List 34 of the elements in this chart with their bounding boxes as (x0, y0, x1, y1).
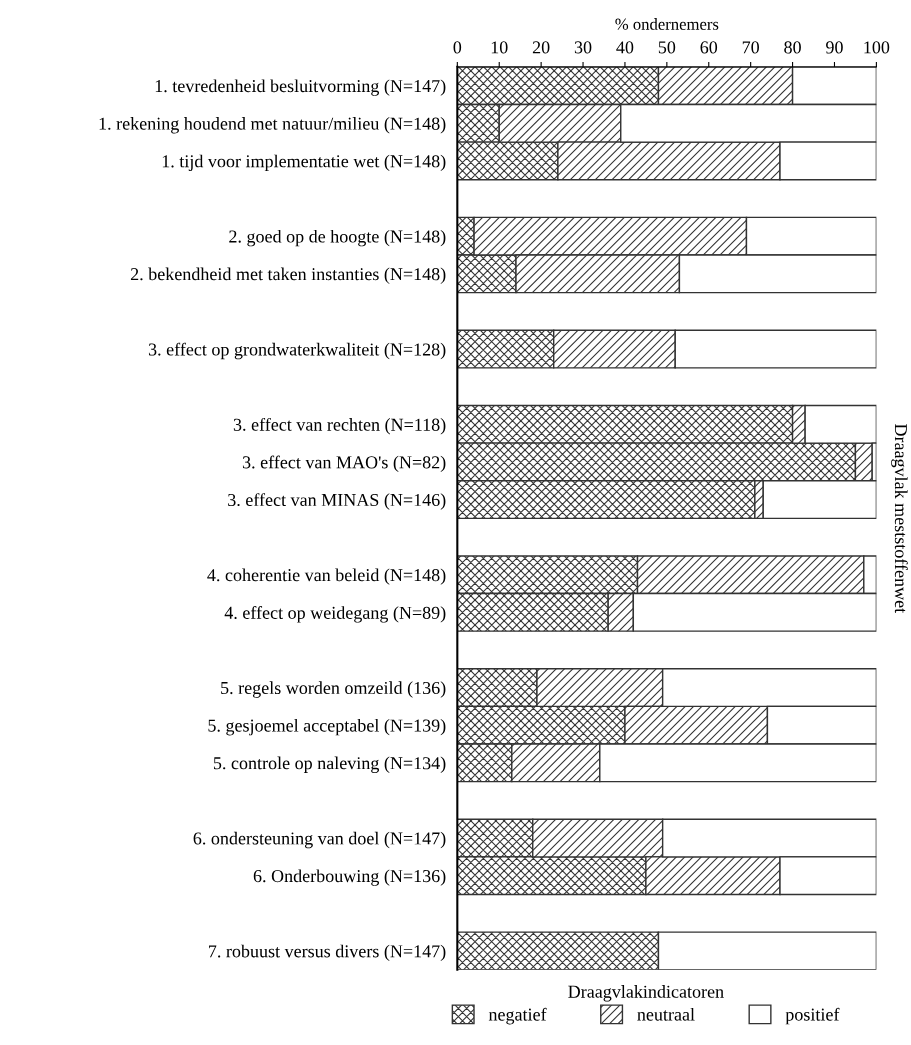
y-tick-label: 2. goed op de hoogte (N=148) (229, 229, 446, 247)
x-tick-label: 20 (532, 41, 550, 54)
legend-label: neutraal (637, 1007, 695, 1021)
y-tick-label: 5. regels worden omzeild (136) (221, 681, 446, 698)
y-tick-label: 3. effect van MAO's (N=82) (242, 455, 446, 473)
x-axis-title: % ondernemers (615, 18, 719, 30)
x-tick-label: 100 (864, 41, 890, 54)
x-tick-label: 30 (574, 41, 592, 54)
x-tick-label: 60 (700, 41, 718, 54)
x-tick-label: 40 (616, 41, 634, 54)
y-tick-label: 5. controle op naleving (N=134) (213, 756, 446, 774)
y-tick-label: 1. rekening houdend met natuur/milieu (N=148) (99, 117, 446, 134)
x-tick-label: 90 (826, 41, 843, 54)
y-tick-label: 4. coherentie van beleid (N=148) (207, 568, 446, 585)
y-tick-label: 2. bekendheid met taken instanties (N=148) (130, 267, 446, 284)
y-tick-label: 1. tevredenheid besluitvorming (N=147) (155, 79, 446, 96)
x-tick-label: 0 (453, 41, 462, 54)
y-tick-label: 3. effect van rechten (N=118) (233, 417, 446, 435)
y-tick-label: 6. Onderbouwing (N=136) (253, 869, 446, 886)
y-tick-label: 6. ondersteuning van doel (N=147) (193, 831, 446, 849)
x-tick-label: 50 (658, 41, 676, 54)
x-tick-label: 10 (491, 41, 508, 54)
y-tick-label: 4. effect op weidegang (N=89) (224, 606, 446, 623)
y-tick-label: 3. effect van MINAS (N=146) (228, 493, 446, 510)
legend-label: positief (785, 1007, 840, 1025)
legend-title: Draagvlakindicatoren (568, 985, 724, 1002)
x-tick-label: 80 (784, 41, 801, 54)
y2-axis-title: Draagvlak meststoffenwet (891, 423, 908, 614)
y-tick-label: 7. robuust versus divers (N=147) (209, 944, 446, 962)
x-tick-label: 70 (742, 41, 759, 54)
y-tick-label: 1. tijd voor implementatie wet (N=148) (162, 154, 446, 172)
legend-label: negatief (488, 1007, 547, 1025)
y-tick-label: 3. effect op grondwaterkwaliteit (N=128) (148, 342, 446, 360)
y-tick-label: 5. gesjoemel acceptabel (N=139) (208, 718, 446, 736)
